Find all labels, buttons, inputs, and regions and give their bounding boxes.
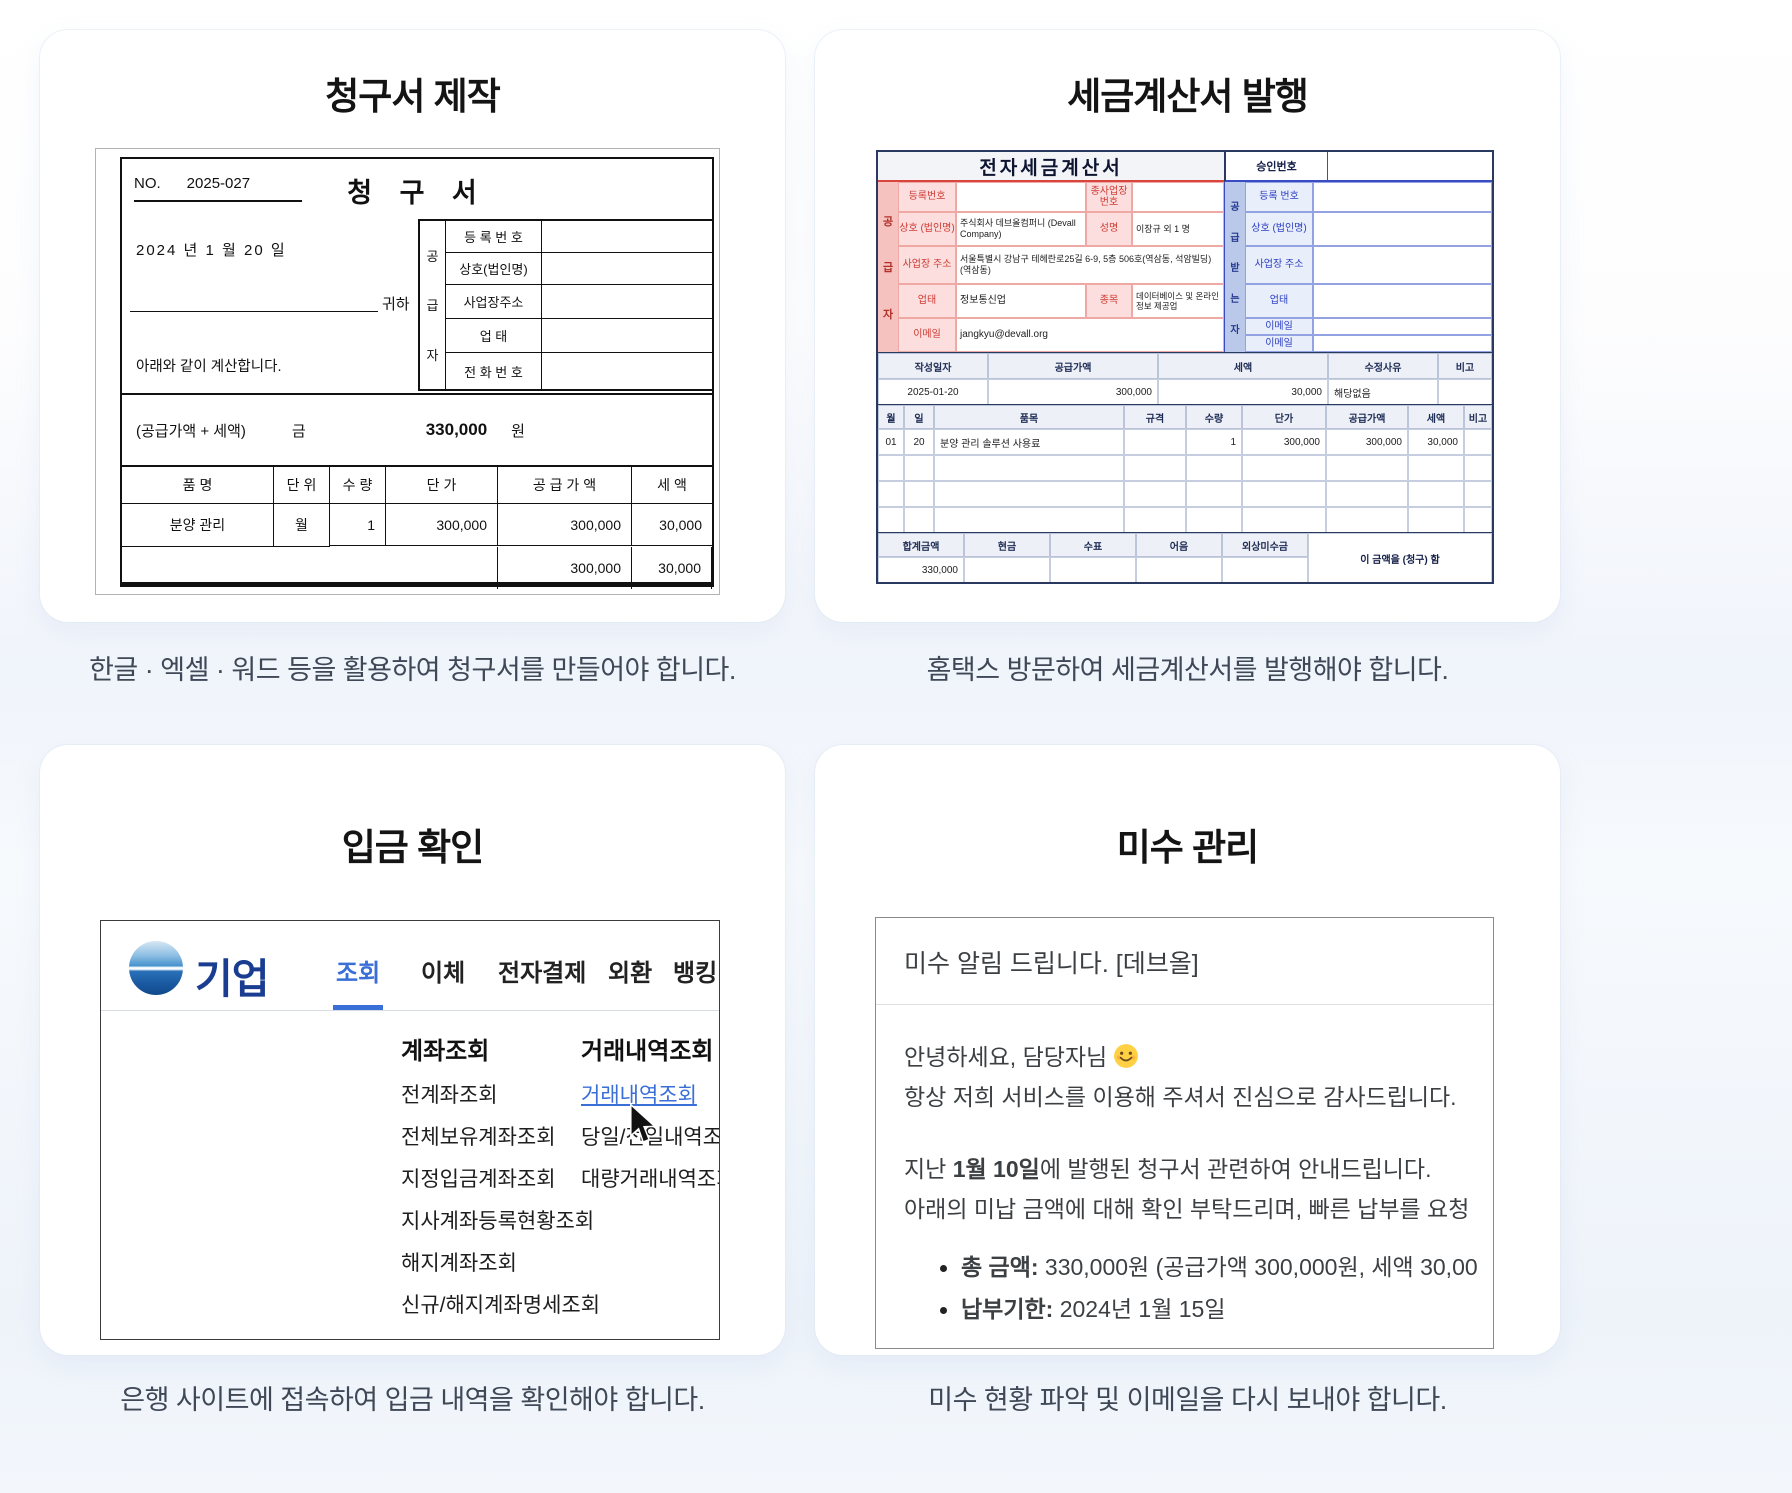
email-bullet-total: 총 금액: 330,000원 (공급가액 300,000원, 세액 30,00 [940,1248,1478,1282]
bank-nav-inquiry[interactable]: 조회 [336,960,381,987]
menu-transaction-history-link[interactable]: 거래내역조회 [581,1084,697,1107]
menu-bulk-transaction-history[interactable]: 대량거래내역조회 [581,1168,719,1191]
email-issue-line: 지난 1월 10일에 발행된 청구서 관련하여 안내드립니다. [904,1156,1432,1182]
recipient-underline [130,283,378,312]
email-divider [876,1004,1493,1005]
card-title: 청구서 제작 [325,76,500,117]
email-thanks-line: 항상 저희 서비스를 이용해 주셔서 진심으로 감사드립니다. [904,1084,1457,1110]
tax-item-table: 월 일 품목 규격 수량 단가 공급가액 세액 비고 01 20 분양 관리 솔… [878,404,1492,533]
menu-closed-accounts[interactable]: 해지계좌조회 [401,1252,517,1275]
bank-logo-icon [129,941,183,995]
email-bullet-due: 납부기한: 2024년 1월 15일 [940,1290,1226,1324]
invoice-note: 아래와 같이 계산합니다. [136,359,282,375]
invoice-image: NO. 2025-027 청 구 서 2024 년 1 월 20 일 귀하 아래… [95,148,720,595]
recipient-suffix: 귀하 [382,296,410,313]
bank-logo-text: 기업 [195,956,269,1002]
bank-site-image: 기업 조회 이체 전자결제 외환 뱅킹 계좌조회 전계좌조회 전체보유계좌조회 … [100,920,720,1340]
menu-owned-accounts[interactable]: 전체보유계좌조회 [401,1126,556,1149]
card-invoice-creation: 청구서 제작 NO. 2025-027 청 구 서 2024 년 1 월 20 … [40,30,785,622]
invoice-total-row: (공급가액 + 세액) 금 330,000 원 [122,393,712,467]
email-greeting: 안녕하세요, 담당자님 [904,1038,1139,1072]
caption-invoice-creation: 한글 · 엑셀 · 워드 등을 활용하여 청구서를 만들어야 합니다. [89,655,736,685]
bullet-dot [940,1307,947,1315]
approval-number-label: 승인번호 [1224,152,1328,182]
bank-nav-forex[interactable]: 외환 [608,960,653,987]
invoice-date: 2024 년 1 월 20 일 [136,242,287,259]
caption-deposit-check: 은행 사이트에 접속하여 입금 내역을 확인해야 합니다. [120,1385,705,1415]
mouse-cursor-icon [630,1103,657,1144]
bullet-dot [940,1265,947,1273]
nav-divider [101,1010,719,1011]
email-image: 미수 알림 드립니다. [데브올] 안녕하세요, 담당자님 항상 저희 서비스를… [875,917,1494,1349]
supplier-table: 공 급 자 등 록 번 호 상호(법인명) 사업장주소 업 태 전 화 번 호 [418,219,712,391]
email-subject: 미수 알림 드립니다. [데브올] [904,950,1199,978]
smile-emoji-icon [1114,1044,1139,1068]
menu-all-accounts[interactable]: 전계좌조회 [401,1084,498,1107]
caption-receivables: 미수 현황 파악 및 이메일을 다시 보내야 합니다. [928,1385,1447,1415]
card-title: 입금 확인 [341,827,484,868]
email-request-line: 아래의 미납 금액에 대해 확인 부탁드리며, 빠른 납부를 요청 [904,1196,1470,1222]
caption-tax-invoice: 홈택스 방문하여 세금계산서를 발행해야 합니다. [926,655,1449,685]
invoice-item-table: 품 명 단 위 수 량 단 가 공 급 가 액 세 액 분양 관리 월 1 30… [122,467,712,589]
account-inquiry-header: 계좌조회 [401,1038,490,1065]
transaction-history-header: 거래내역조회 [581,1038,714,1065]
bank-nav-epayment[interactable]: 전자결제 [498,960,587,987]
tax-footer-note: 이 금액을 (청구) 함 [1308,533,1492,582]
menu-today-yesterday-history[interactable]: 당일/전일내역조회 [581,1126,719,1149]
invoice-doc-title: 청 구 서 [347,178,487,208]
bank-nav-banking[interactable]: 뱅킹 [673,960,718,987]
invoice-number: NO. 2025-027 [134,175,302,202]
menu-designated-deposit[interactable]: 지정입금계좌조회 [401,1168,556,1191]
bank-nav-transfer[interactable]: 이체 [421,960,466,987]
card-receivables: 미수 관리 미수 알림 드립니다. [데브올] 안녕하세요, 담당자님 항상 저… [815,745,1560,1355]
tax-footer-table: 합계금액 현금 수표 어음 외상미수금 이 금액을 (청구) 함 330,000 [878,532,1492,582]
tax-doc-title: 전자세금계산서 [878,152,1224,182]
active-tab-underline [333,1005,383,1010]
card-title: 미수 관리 [1116,827,1259,868]
card-deposit-check: 입금 확인 기업 조회 이체 전자결제 외환 뱅킹 계좌조회 전계좌조회 전체보… [40,745,785,1355]
menu-branch-account-status[interactable]: 지사계좌등록현황조회 [401,1210,595,1233]
menu-new-closed-detail[interactable]: 신규/해지계좌명세조회 [401,1294,601,1317]
card-title: 세금계산서 발행 [1067,76,1309,117]
supplier-strip: 공 급 자 [420,221,446,389]
tax-summary-table: 작성일자 공급가액 세액 수정사유 비고 2025-01-20 300,000 … [878,352,1492,405]
